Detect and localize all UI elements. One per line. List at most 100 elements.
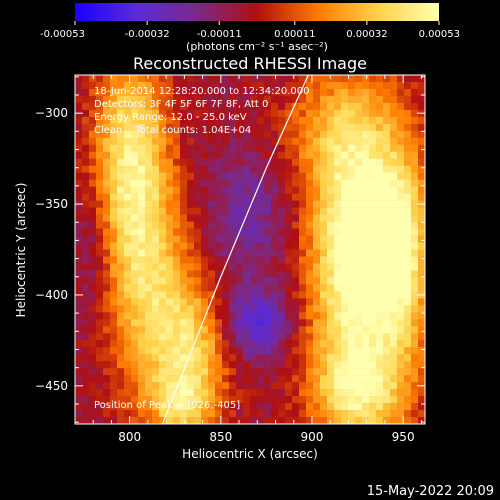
heatmap-cell xyxy=(334,305,342,313)
heatmap-cell xyxy=(124,228,132,236)
heatmap-cell xyxy=(208,277,216,285)
heatmap-cell xyxy=(271,291,279,299)
heatmap-cell xyxy=(201,228,209,236)
heatmap-cell xyxy=(285,249,293,257)
heatmap-cell xyxy=(383,277,391,285)
heatmap-cell xyxy=(334,109,342,118)
heatmap-cell xyxy=(236,137,244,146)
heatmap-cell xyxy=(82,396,90,404)
heatmap-cell xyxy=(397,186,405,194)
heatmap-cell xyxy=(390,81,398,90)
heatmap-cell xyxy=(397,375,405,383)
heatmap-cell xyxy=(103,403,111,411)
heatmap-cell xyxy=(173,102,181,111)
heatmap-cell xyxy=(271,333,279,341)
heatmap-cell xyxy=(397,396,405,404)
heatmap-cell xyxy=(383,361,391,369)
heatmap-cell xyxy=(313,319,321,327)
heatmap-cell xyxy=(215,361,223,369)
heatmap-cell xyxy=(82,347,90,355)
heatmap-cell xyxy=(201,403,209,411)
heatmap-cell xyxy=(285,130,293,139)
heatmap-cell xyxy=(201,410,209,418)
heatmap-cell xyxy=(138,389,146,397)
heatmap-cell xyxy=(89,389,97,397)
heatmap-cell xyxy=(341,368,349,376)
heatmap-cell xyxy=(229,130,237,139)
heatmap-cell xyxy=(215,389,223,397)
heatmap-cell xyxy=(236,95,244,104)
heatmap-cell xyxy=(411,151,419,160)
heatmap-cell xyxy=(334,347,342,355)
heatmap-cell xyxy=(138,382,146,390)
heatmap-cell xyxy=(320,305,328,313)
heatmap-cell xyxy=(159,270,167,278)
heatmap-cell xyxy=(320,88,328,97)
heatmap-cell xyxy=(397,109,405,118)
heatmap-cell xyxy=(145,172,153,180)
heatmap-cell xyxy=(320,109,328,118)
heatmap-cell xyxy=(166,256,174,264)
heatmap-cell xyxy=(292,340,300,348)
heatmap-cell xyxy=(341,417,349,425)
heatmap-cell xyxy=(334,123,342,132)
heatmap-cell xyxy=(82,207,90,215)
heatmap-cell xyxy=(397,193,405,201)
heatmap-cell xyxy=(313,417,321,425)
heatmap-cell xyxy=(341,319,349,327)
heatmap-cell xyxy=(348,235,356,243)
heatmap-cell xyxy=(117,172,125,180)
heatmap-cell xyxy=(243,249,251,257)
heatmap-cell xyxy=(299,396,307,404)
heatmap-cell xyxy=(131,75,139,83)
heatmap-cell xyxy=(390,249,398,257)
heatmap-cell xyxy=(278,382,286,390)
heatmap-cell xyxy=(264,193,272,201)
heatmap-cell xyxy=(320,312,328,320)
heatmap-cell xyxy=(124,88,132,97)
heatmap-cell xyxy=(306,361,314,369)
heatmap-cell xyxy=(180,102,188,111)
heatmap-cell xyxy=(89,382,97,390)
heatmap-cell xyxy=(306,375,314,383)
heatmap-cell xyxy=(320,256,328,264)
heatmap-cell xyxy=(82,179,90,187)
heatmap-cell xyxy=(208,354,216,362)
heatmap-cell xyxy=(243,242,251,250)
heatmap-cell xyxy=(306,312,314,320)
heatmap-cell xyxy=(110,347,118,355)
heatmap-cell xyxy=(327,88,335,97)
heatmap-cell xyxy=(355,312,363,320)
heatmap-cell xyxy=(110,403,118,411)
heatmap-cell xyxy=(257,396,265,404)
heatmap-cell xyxy=(264,186,272,194)
heatmap-cell xyxy=(173,172,181,180)
heatmap-cell xyxy=(411,214,419,222)
heatmap-cell xyxy=(292,305,300,313)
heatmap-cell xyxy=(215,165,223,174)
heatmap-cell xyxy=(257,186,265,194)
heatmap-cell xyxy=(201,81,209,90)
heatmap-cell xyxy=(341,235,349,243)
heatmap-cell xyxy=(355,326,363,334)
heatmap-cell xyxy=(299,123,307,132)
heatmap-cell xyxy=(306,158,314,167)
heatmap-cell xyxy=(362,95,370,104)
heatmap-cell xyxy=(222,144,230,153)
heatmap-cell xyxy=(145,116,153,125)
heatmap-cell xyxy=(348,75,356,83)
heatmap-cell xyxy=(397,151,405,160)
heatmap-cell xyxy=(166,81,174,90)
heatmap-cell xyxy=(145,88,153,97)
heatmap-cell xyxy=(376,347,384,355)
heatmap-cell xyxy=(250,200,258,208)
heatmap-cell xyxy=(362,382,370,390)
heatmap-cell xyxy=(369,158,377,167)
heatmap-cell xyxy=(236,207,244,215)
heatmap-cell xyxy=(376,284,384,292)
heatmap-cell xyxy=(376,116,384,125)
heatmap-cell xyxy=(173,193,181,201)
heatmap-cell xyxy=(145,81,153,90)
heatmap-cell xyxy=(201,179,209,187)
heatmap-cell xyxy=(418,95,426,104)
